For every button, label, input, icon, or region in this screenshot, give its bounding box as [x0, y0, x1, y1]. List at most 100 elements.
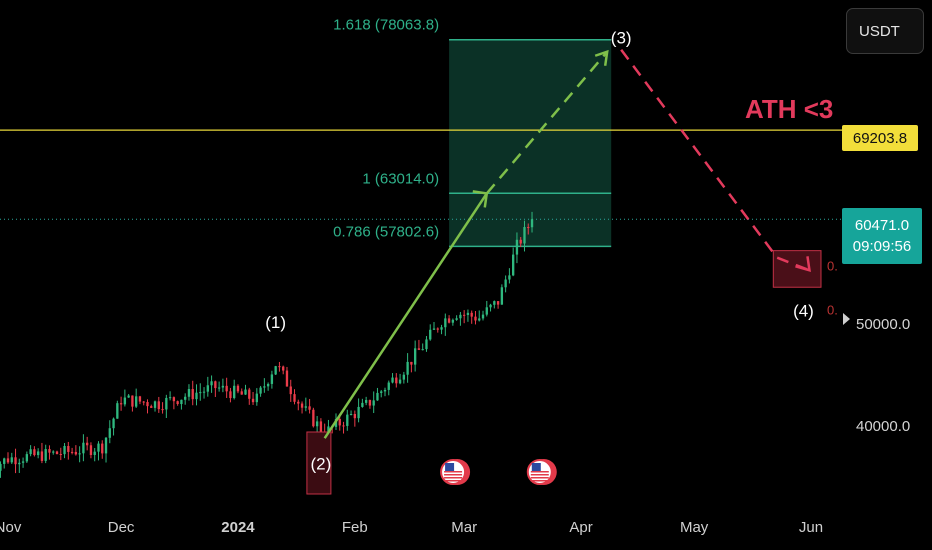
candle [349, 410, 353, 416]
candle [357, 398, 360, 423]
candle [304, 397, 307, 412]
candle [447, 315, 451, 324]
candle [240, 388, 243, 395]
candle [172, 396, 176, 410]
candle [59, 447, 62, 461]
price-label-50000: 50000.0 [856, 316, 911, 333]
candle [78, 446, 81, 463]
us-economic-event-icon[interactable] [440, 459, 471, 485]
candle [508, 268, 511, 284]
correction-path [620, 48, 810, 272]
candle [210, 375, 213, 393]
candle [40, 442, 44, 464]
candle [429, 324, 432, 341]
candle [383, 387, 387, 397]
time-axis-label: Mar [451, 519, 477, 536]
candle [402, 371, 406, 384]
candle [459, 311, 462, 326]
candle [466, 309, 470, 322]
candle [515, 232, 519, 264]
candle [176, 400, 179, 406]
candle [18, 458, 21, 473]
candle [36, 448, 40, 459]
candle [398, 373, 402, 385]
candle [368, 399, 372, 409]
candle [512, 247, 515, 277]
candle [202, 387, 206, 399]
candle [244, 384, 247, 395]
candle [527, 223, 530, 235]
candle [142, 400, 145, 406]
candle [496, 301, 500, 309]
candle [300, 401, 304, 414]
candle [206, 376, 209, 397]
candle [25, 451, 29, 463]
candle [131, 395, 134, 412]
candle [0, 461, 2, 478]
ath-annotation: ATH <3 [745, 94, 833, 124]
candle [127, 393, 130, 398]
candle [229, 387, 232, 403]
ath-price-tag: 69203.8 [842, 125, 918, 151]
candle [255, 388, 258, 406]
candle [138, 395, 142, 405]
candle [108, 420, 111, 444]
economic-events [440, 459, 557, 485]
candle [101, 440, 104, 459]
candle [436, 327, 439, 333]
candle [481, 310, 485, 321]
us-economic-event-icon[interactable] [526, 459, 557, 485]
candle [425, 336, 428, 352]
candle [519, 237, 522, 248]
bar-countdown: 09:09:56 [852, 238, 912, 255]
candle [6, 452, 10, 464]
candle [391, 373, 394, 384]
candle [70, 447, 74, 455]
impulse-arrowhead [472, 190, 489, 208]
wave-label: (1) [265, 313, 286, 332]
candle [214, 380, 217, 397]
candle [44, 444, 47, 464]
projection-arrowhead [594, 49, 609, 66]
candle [180, 399, 183, 410]
candle [308, 398, 311, 414]
candle [364, 396, 368, 406]
candle [353, 410, 357, 427]
candle [500, 284, 504, 305]
candle [387, 380, 390, 396]
candle [104, 436, 108, 463]
wave-label: (4) [793, 301, 814, 320]
candle [285, 366, 289, 387]
candle [289, 379, 292, 402]
candle [74, 445, 78, 456]
candle [225, 377, 228, 398]
candle [112, 417, 115, 436]
currency-label: USDT [859, 22, 900, 40]
candle [440, 324, 443, 335]
candle [146, 399, 149, 414]
time-axis-label: Apr [569, 519, 592, 536]
candle [474, 310, 477, 325]
candle [89, 442, 93, 459]
candle [278, 361, 281, 372]
candle [504, 275, 507, 293]
time-axis-label: Jun [799, 519, 823, 536]
candle [14, 448, 17, 474]
scroll-to-realtime-icon[interactable] [843, 313, 850, 325]
candle [259, 385, 262, 397]
candle [153, 400, 157, 412]
candle [161, 402, 164, 414]
candle [187, 384, 191, 401]
price-label-40000: 40000.0 [856, 418, 911, 435]
candle [248, 387, 251, 405]
candle [282, 365, 285, 375]
currency-selector-button[interactable]: USDT [846, 8, 924, 54]
wave-annotations: 0. 0. (1) (2) (3) (4) ATH <3 [265, 29, 838, 495]
candle [421, 343, 424, 351]
candle [191, 380, 194, 406]
ath-price-value: 69203.8 [852, 129, 908, 147]
candlestick-series [0, 211, 534, 478]
candle [236, 384, 240, 394]
candle [135, 388, 138, 408]
